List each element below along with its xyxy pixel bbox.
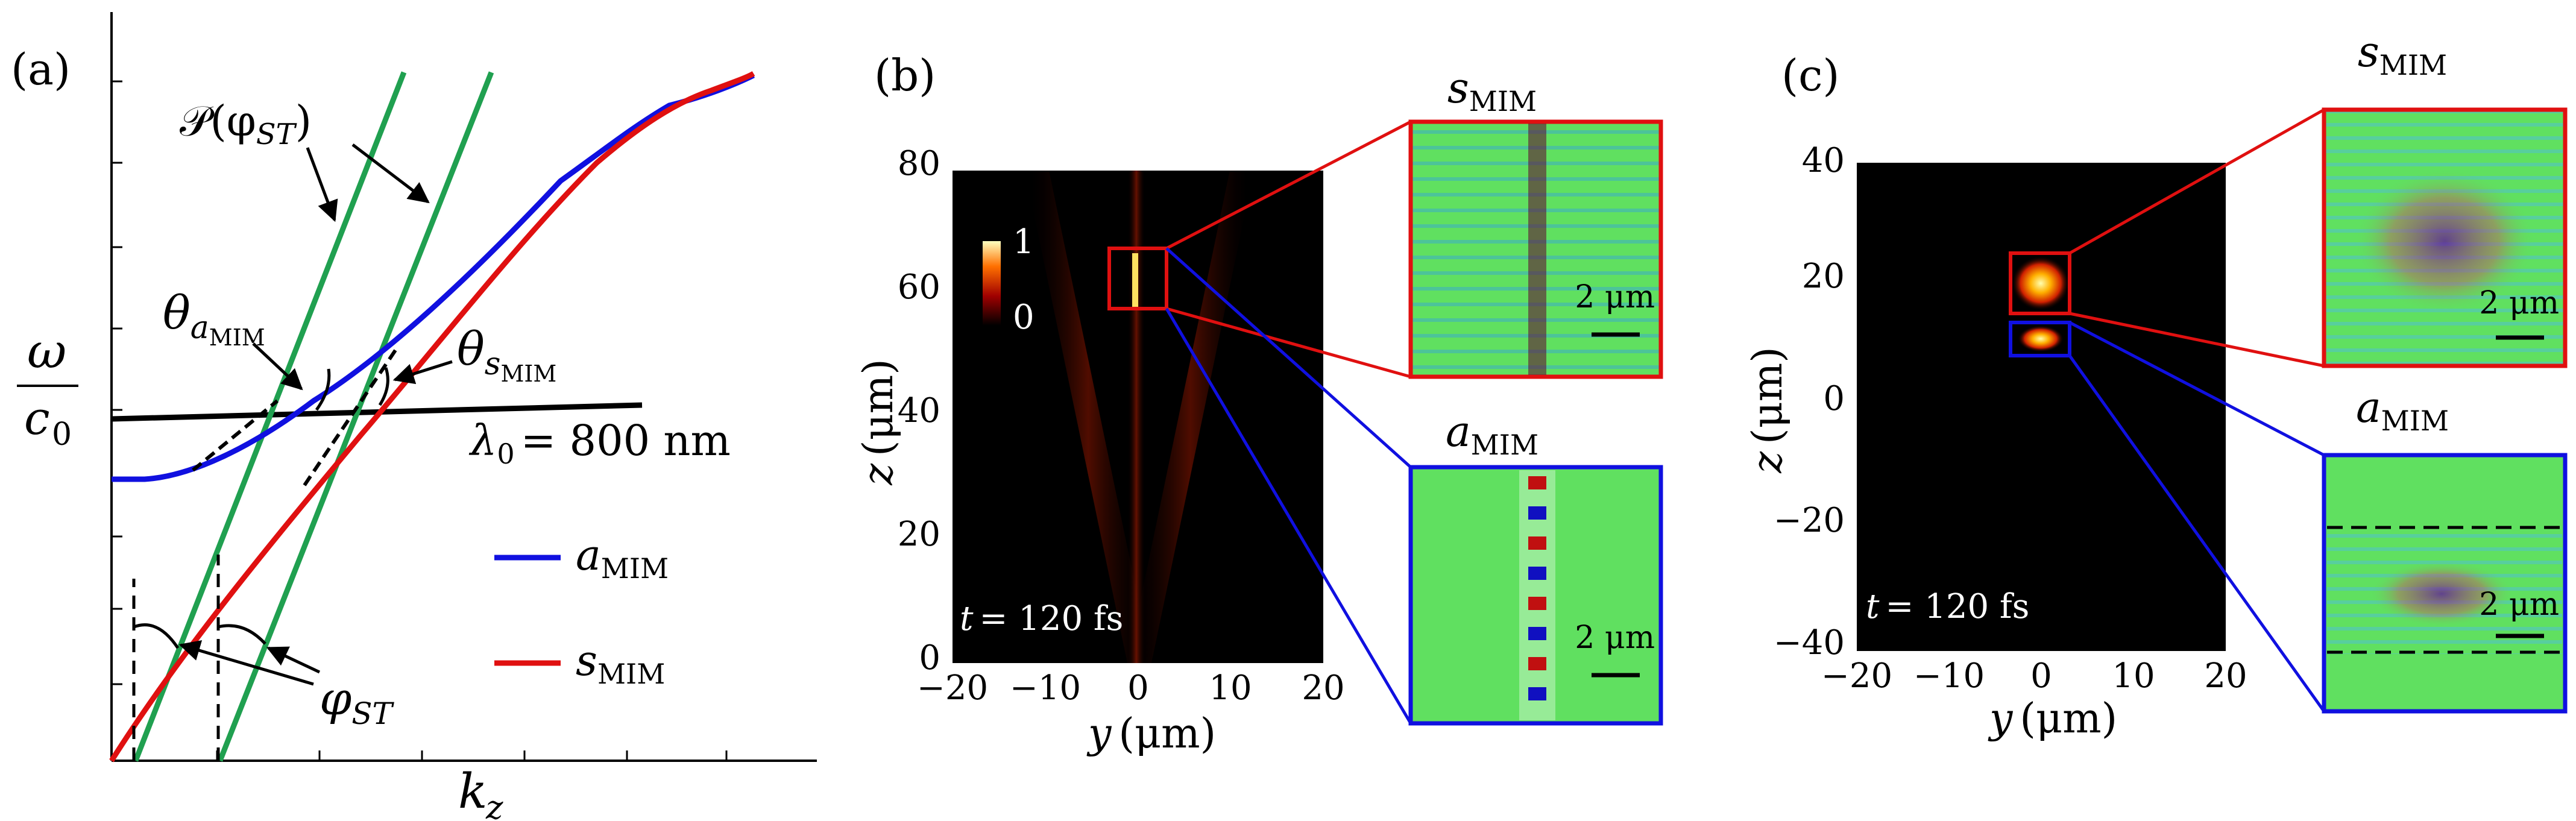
theta-a-label: θaMIM: [163, 286, 265, 351]
panel-b-yticks: 0 20 40 60 80: [898, 144, 940, 678]
panel-c-spot-a-mim: [2018, 326, 2064, 352]
panel-b-label: (b): [874, 50, 936, 101]
svg-text:−20: −20: [1821, 656, 1892, 696]
projection-arrow-2: [351, 143, 430, 204]
svg-text:20: 20: [1802, 257, 1845, 296]
theta-a-arc: [315, 368, 331, 411]
connector-bottom-2: [1165, 307, 1412, 725]
panel-b-inset-a-core: [1519, 470, 1555, 720]
light-line: [111, 402, 643, 422]
svg-text:80: 80: [898, 144, 940, 183]
theta-s-arrow: [392, 360, 453, 385]
tangent-s: [303, 345, 400, 486]
panel-c-spot-s-mim: [2012, 256, 2070, 310]
svg-text:0: 0: [919, 638, 940, 678]
panel-c-connector-bottom-1: [2068, 321, 2325, 457]
panel-c-inset-s-blob: [2354, 169, 2535, 313]
phi-arrow-1: [178, 640, 314, 686]
connector-bottom-1: [1165, 247, 1412, 468]
panel-c-connector-top-2: [2069, 312, 2325, 368]
tangent-a: [192, 399, 279, 472]
svg-text:20: 20: [1302, 668, 1344, 708]
svg-text:40: 40: [898, 391, 940, 430]
colorbar-min: 0: [1013, 298, 1034, 337]
colorbar-max: 1: [1013, 222, 1034, 262]
theta-a-arrow: [252, 342, 303, 391]
panel-c-roi-top: [2009, 251, 2071, 315]
panel-a-x-ticks: [216, 750, 728, 761]
panel-c-xlabel: y (μm): [1988, 695, 2117, 743]
svg-text:−20: −20: [1774, 501, 1845, 540]
phi-arc-1: [133, 623, 180, 649]
wavelength-label: λ0 = 800 nm: [468, 416, 731, 470]
panel-b-inset-top-title: sMIM: [1447, 63, 1537, 118]
projection-line-2: [217, 71, 494, 762]
legend-label-s-mim: sMIM: [576, 636, 665, 690]
dispersion-curve-s-mim: [109, 71, 755, 763]
panel-c-inset-a-blob: [2369, 561, 2514, 627]
panel-c-connector-bottom-2: [2068, 354, 2326, 712]
panel-b: (b) 1 0 t = 120 fs 0 20 40 60 80: [855, 50, 1663, 758]
legend-label-a-mim: aMIM: [576, 530, 669, 585]
panel-b-time-label: t = 120 fs: [960, 599, 1123, 638]
panel-b-ylabel: z(μm): [855, 359, 902, 486]
svg-text:10: 10: [1209, 668, 1252, 708]
panel-c-intensity-map: [1857, 163, 2226, 651]
panel-a-ylabel-c: c: [24, 391, 50, 445]
panel-c-inset-bottom-scale-label: 2 μm: [2479, 587, 2559, 623]
panel-a-y-ticks: [112, 80, 122, 685]
panel-b-roi-box: [1107, 247, 1168, 310]
panel-b-inset-bottom-scale-label: 2 μm: [1575, 620, 1655, 656]
connector-top-2: [1166, 307, 1411, 379]
theta-s-label: θsMIM: [457, 322, 556, 387]
panel-c-label: (c): [1781, 50, 1840, 101]
svg-text:−10: −10: [1010, 668, 1081, 708]
panel-c-roi-bottom: [2009, 321, 2071, 357]
panel-a-ylabel-omega: ω: [27, 323, 66, 379]
svg-text:0: 0: [1127, 668, 1149, 708]
panel-a-label: (a): [11, 44, 71, 95]
panel-c-ylabel: z(μm): [1744, 347, 1792, 474]
panel-a-xlabel-k: k: [458, 763, 487, 819]
panel-b-inset-top-scale-label: 2 μm: [1575, 279, 1655, 315]
svg-text:10: 10: [2112, 656, 2155, 696]
phi-arrow-2: [266, 646, 321, 674]
panel-a-ylabel-c-sub: 0: [52, 417, 72, 453]
panel-b-inset-s-core: [1528, 124, 1546, 375]
panel-a: (a) ω c 0 k z: [11, 12, 817, 821]
theta-s-arc: [378, 367, 389, 406]
panel-c-inset-bottom-title: aMIM: [2356, 383, 2449, 437]
svg-text:20: 20: [2204, 656, 2247, 696]
svg-text:60: 60: [898, 268, 940, 307]
panel-a-xlabel-z: z: [485, 788, 503, 821]
panel-c-time-label: t = 120 fs: [1866, 587, 2029, 626]
svg-text:40: 40: [1802, 141, 1845, 180]
panel-b-xticks: −20 −10 0 10 20: [917, 668, 1345, 708]
phi-st-label: φST: [320, 672, 394, 731]
panel-c-xticks: −20 −10 0 10 20: [1821, 656, 2247, 696]
svg-text:−20: −20: [917, 668, 988, 708]
svg-text:0: 0: [1823, 379, 1845, 418]
projection-label: 𝒫(φST): [180, 96, 312, 151]
panel-c-connector-top-1: [2068, 108, 2325, 255]
phi-arc-2: [218, 624, 266, 645]
svg-text:−10: −10: [1913, 656, 1985, 696]
panel-b-beams: [1025, 171, 1254, 663]
panel-b-inset-bottom-title: aMIM: [1446, 407, 1538, 461]
panel-c: (c) t = 120 fs −40 −20 0 20 40 −20 −10 0 …: [1744, 27, 2568, 743]
panel-c-inset-top-scale-label: 2 μm: [2479, 285, 2559, 321]
panel-b-hotspot: [1132, 253, 1138, 307]
svg-text:−40: −40: [1774, 623, 1845, 662]
panel-b-xlabel: y (μm): [1086, 710, 1216, 758]
panel-c-inset-top-title: sMIM: [2358, 27, 2447, 81]
panel-c-yticks: −40 −20 0 20 40: [1774, 141, 1845, 662]
connector-top-1: [1165, 120, 1412, 250]
svg-text:20: 20: [898, 515, 940, 554]
panel-a-legend: aMIM sMIM: [494, 530, 669, 690]
projection-arrow-1: [306, 147, 338, 222]
panel-b-colorbar: [983, 241, 1001, 326]
svg-text:0: 0: [2030, 656, 2052, 696]
